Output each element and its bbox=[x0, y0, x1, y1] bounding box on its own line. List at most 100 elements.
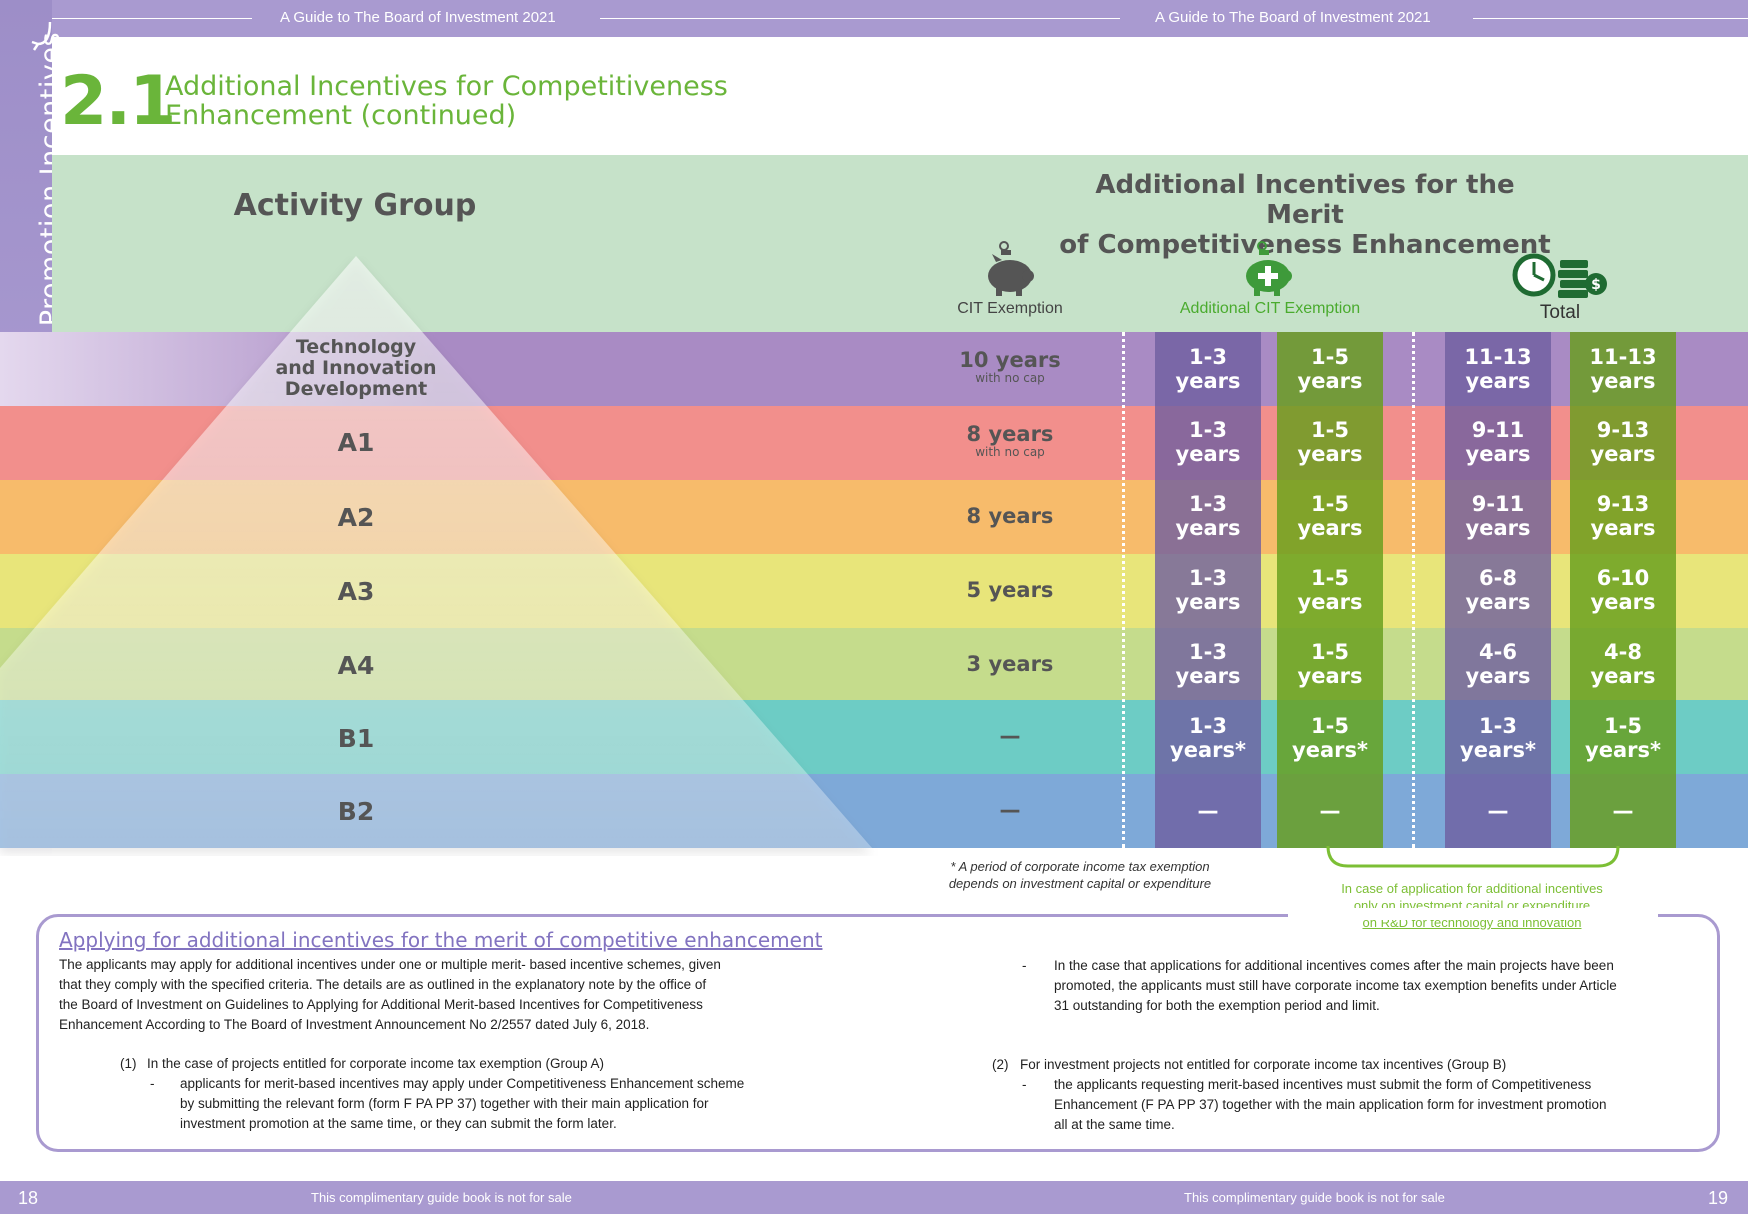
section-title-line1: Additional Incentives for Competitivenes… bbox=[165, 71, 728, 102]
additional-max-cell: 1-5 years bbox=[1277, 492, 1383, 540]
column-total-min bbox=[1445, 332, 1551, 848]
activity-group-a3: A3 bbox=[337, 577, 375, 606]
cell-line: 4-8 bbox=[1604, 640, 1642, 664]
cell-line: 9-13 bbox=[1596, 492, 1650, 516]
header-rule bbox=[52, 18, 252, 19]
column-additional-min bbox=[1155, 332, 1261, 848]
cit-value: 3 years bbox=[930, 652, 1090, 676]
header-rule bbox=[1473, 18, 1748, 19]
cell-line: years bbox=[1590, 442, 1656, 466]
additional-max-cell: 1-5 years bbox=[1277, 345, 1383, 393]
info-box-gap bbox=[1288, 908, 1658, 920]
cell-line: years* bbox=[1585, 738, 1661, 762]
note-line: depends on investment capital or expendi… bbox=[948, 876, 1212, 891]
cit-note: with no cap bbox=[975, 445, 1045, 459]
cell-line: 6-10 bbox=[1596, 566, 1650, 590]
cit-years: — bbox=[999, 724, 1021, 748]
cell-line: years bbox=[1465, 590, 1531, 614]
item2-dash: - bbox=[1022, 1077, 1027, 1092]
note-line: In case of application for additional in… bbox=[1341, 881, 1603, 896]
total-max-cell: 4-8 years bbox=[1570, 640, 1676, 688]
total-max-cell: 9-13 years bbox=[1570, 492, 1676, 540]
text-line: The applicants may apply for additional … bbox=[59, 957, 721, 972]
column-additional-max bbox=[1277, 332, 1383, 848]
asterisk-note: * A period of corporate income tax exemp… bbox=[920, 858, 1240, 892]
page-number-right: 19 bbox=[1708, 1188, 1729, 1208]
total-header: Total bbox=[1539, 302, 1581, 323]
text-line: investment promotion at the same time, o… bbox=[180, 1116, 617, 1131]
total-max-cell: 1-5 years* bbox=[1570, 714, 1676, 762]
header-title-left: A Guide to The Board of Investment 2021 bbox=[280, 9, 556, 26]
cell-line: — bbox=[1197, 799, 1219, 823]
group-label-line: Technology bbox=[295, 336, 417, 358]
cell-line: 1-3 bbox=[1189, 640, 1227, 664]
additional-min-cell: 1-3 years bbox=[1155, 640, 1261, 688]
cell-line: 11-13 bbox=[1589, 345, 1657, 369]
cit-value: 8 years with no cap bbox=[930, 422, 1090, 458]
item1-marker: (1) bbox=[120, 1056, 137, 1071]
cell-line: 1-5 bbox=[1311, 640, 1349, 664]
cit-years: 5 years bbox=[966, 578, 1054, 602]
text-line: Enhancement (F PA PP 37) together with t… bbox=[1054, 1097, 1607, 1112]
text-line: promoted, the applicants must still have… bbox=[1054, 978, 1617, 993]
cit-value: — bbox=[930, 798, 1090, 822]
cell-line: 1-3 bbox=[1189, 418, 1227, 442]
group-label-line: and Innovation bbox=[275, 357, 437, 379]
cit-value: 5 years bbox=[930, 578, 1090, 602]
cell-line: years bbox=[1590, 369, 1656, 393]
svg-text:$: $ bbox=[1591, 277, 1601, 293]
pyramid-graphic bbox=[0, 256, 872, 848]
section-title: Additional Incentives for Competitivenes… bbox=[165, 72, 728, 130]
total-min-cell: 6-8 years bbox=[1445, 566, 1551, 614]
cell-line: years bbox=[1465, 442, 1531, 466]
merit-header-line2: of Competitiveness Enhancement bbox=[1059, 230, 1551, 260]
separator-dashed bbox=[1412, 332, 1415, 848]
cell-line: years* bbox=[1460, 738, 1536, 762]
cell-line: — bbox=[1487, 799, 1509, 823]
cell-line: years bbox=[1297, 369, 1363, 393]
total-min-cell: — bbox=[1445, 799, 1551, 823]
cell-line: years bbox=[1590, 516, 1656, 540]
cell-line: 1-5 bbox=[1604, 714, 1642, 738]
cell-line: 6-8 bbox=[1479, 566, 1517, 590]
text-line: that they comply with the specified crit… bbox=[59, 977, 707, 992]
cit-value: 10 years with no cap bbox=[930, 348, 1090, 384]
text-line: all at the same time. bbox=[1054, 1117, 1175, 1132]
cit-years: 8 years bbox=[966, 504, 1054, 528]
right-paragraph: In the case that applications for additi… bbox=[1054, 956, 1617, 1016]
cell-line: — bbox=[1319, 799, 1341, 823]
text-line: the applicants requesting merit-based in… bbox=[1054, 1077, 1592, 1092]
separator-dashed bbox=[1122, 332, 1125, 848]
text-line: by submitting the relevant form (form F … bbox=[180, 1096, 709, 1111]
cell-line: 1-5 bbox=[1311, 418, 1349, 442]
additional-min-cell: 1-3 years bbox=[1155, 418, 1261, 466]
note-line: * A period of corporate income tax exemp… bbox=[950, 859, 1210, 874]
header-rule bbox=[600, 18, 1120, 19]
cell-line: 1-3 bbox=[1189, 566, 1227, 590]
right-dash: - bbox=[1022, 958, 1027, 973]
piggy-bank-icon bbox=[988, 241, 1034, 296]
cell-line: 1-5 bbox=[1311, 714, 1349, 738]
additional-min-cell: 1-3 years bbox=[1155, 566, 1261, 614]
info-box bbox=[36, 914, 1720, 1152]
item1-dash: - bbox=[150, 1076, 155, 1091]
cell-line: years bbox=[1590, 590, 1656, 614]
group-label-line: Development bbox=[284, 378, 428, 400]
cit-value: 8 years bbox=[930, 504, 1090, 528]
curved-arrow-icon bbox=[31, 21, 52, 51]
activity-group-b2: B2 bbox=[337, 797, 375, 826]
bracket-graphic bbox=[1326, 846, 1620, 868]
cell-line: years bbox=[1297, 442, 1363, 466]
top-header-bar: A Guide to The Board of Investment 2021 … bbox=[0, 0, 1748, 37]
additional-min-cell: 1-3 years bbox=[1155, 345, 1261, 393]
footer-bar: 18 This complimentary guide book is not … bbox=[0, 1181, 1748, 1214]
cell-line: 9-13 bbox=[1596, 418, 1650, 442]
activity-group-header: Activity Group bbox=[233, 188, 477, 223]
cit-years: 3 years bbox=[966, 652, 1054, 676]
item2-heading: For investment projects not entitled for… bbox=[1020, 1057, 1507, 1072]
additional-max-cell: 1-5 years bbox=[1277, 640, 1383, 688]
cell-line: — bbox=[1612, 799, 1634, 823]
piggy-bank-plus-icon bbox=[1246, 241, 1292, 296]
activity-group-a2: A2 bbox=[337, 503, 375, 532]
cit-years: 8 years bbox=[966, 422, 1054, 446]
